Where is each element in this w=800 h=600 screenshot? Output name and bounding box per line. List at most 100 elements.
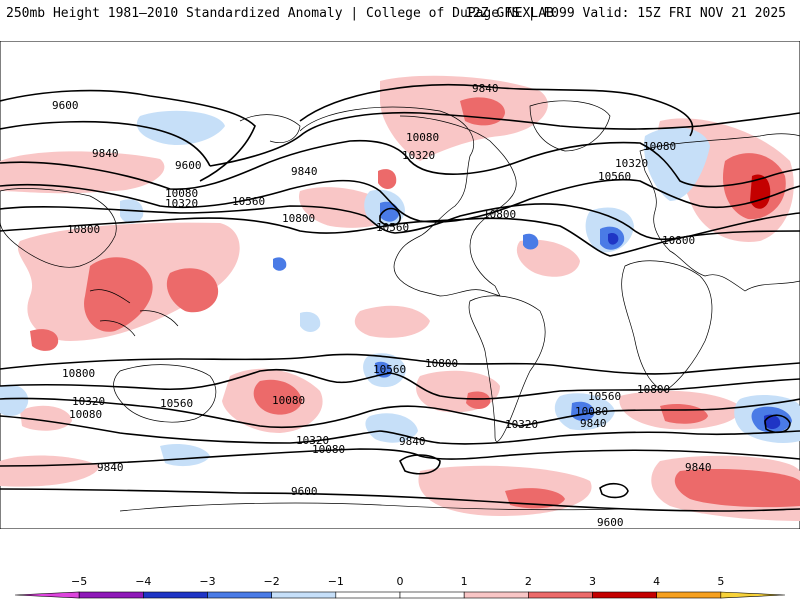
contour-9840-north — [0, 111, 800, 167]
colorbar-tick-label: 0 — [397, 575, 404, 588]
contour-label: 9840 — [291, 165, 318, 178]
contour-closed-low — [379, 207, 401, 227]
contour-label: 10320 — [402, 149, 435, 162]
africa-outline — [621, 260, 713, 392]
antarctica-outline — [119, 502, 621, 512]
contour-label: 9840 — [92, 147, 119, 160]
contour-label: 10800 — [62, 367, 95, 380]
contour-label: 10560 — [376, 221, 409, 234]
positive-anomaly-area — [674, 469, 800, 508]
map-title: 250mb Height 1981–2010 Standardized Anom… — [6, 6, 554, 21]
positive-anomaly-area — [380, 75, 548, 161]
contour-label: 10080 — [406, 131, 439, 144]
colorbar-band — [78, 591, 144, 599]
colorbar-bands — [14, 591, 786, 599]
negative-anomaly-area — [160, 444, 210, 467]
contour-10320-south — [0, 397, 800, 429]
contour-label: 10800 — [425, 357, 458, 370]
colorbar-band — [720, 591, 786, 599]
negative-anomaly-area — [608, 232, 619, 245]
anomaly-shading — [0, 75, 800, 521]
colorbar-tick-label: 2 — [525, 575, 532, 588]
positive-anomaly-area — [0, 151, 165, 194]
contour-10320-north — [0, 178, 800, 223]
contour-label: 10080 — [575, 405, 608, 418]
colorbar-tick-label: 3 — [589, 575, 596, 588]
height-contours — [0, 83, 800, 512]
positive-anomaly-area — [660, 404, 708, 424]
positive-anomaly-area — [354, 305, 430, 338]
negative-anomaly-area — [136, 110, 225, 146]
contour-10560-north — [0, 203, 800, 241]
positive-anomaly-area — [0, 455, 100, 487]
negative-anomaly-area — [300, 311, 321, 332]
contour-label: 10320 — [296, 434, 329, 447]
contour-label: 10560 — [160, 397, 193, 410]
colorbar-tick-label: −3 — [199, 575, 215, 588]
negative-anomaly-area — [523, 233, 539, 250]
contour-label: 9600 — [597, 516, 624, 529]
contour-labels: 9840 9600 9840 9600 10080 10320 10560 10… — [52, 82, 712, 529]
contour-label: 10080 — [272, 394, 305, 407]
colorbar-tick-label: 5 — [717, 575, 724, 588]
contour-label: 10800 — [662, 234, 695, 247]
positive-anomaly-area — [20, 405, 72, 431]
colorbar-band — [528, 591, 593, 599]
contour-label: 9840 — [399, 435, 426, 448]
positive-anomaly-area — [378, 169, 397, 189]
europe-asia-outline — [639, 133, 800, 292]
negative-anomaly-area — [571, 401, 595, 421]
positive-anomaly-area — [84, 257, 153, 332]
australia-outline — [113, 364, 217, 423]
colorbar-band — [14, 591, 80, 599]
positive-anomaly-area — [30, 329, 59, 351]
contour-label: 10320 — [505, 418, 538, 431]
contour-label: 9840 — [97, 461, 124, 474]
south-america-outline — [468, 295, 546, 442]
anomaly-map: 9840 9600 9840 9600 10080 10320 10560 10… — [0, 41, 800, 529]
colorbar-tick-label: 1 — [461, 575, 468, 588]
contour-closed-low-antarctic — [599, 482, 629, 499]
colorbar-band — [335, 591, 401, 599]
contour-10800-south — [0, 353, 800, 375]
colorbar-band — [271, 591, 337, 599]
contour-label: 10800 — [282, 212, 315, 225]
contour-label: 10320 — [72, 395, 105, 408]
colorbar-tick-labels: −5 −4 −3 −2 −1 0 1 2 3 4 5 — [71, 575, 724, 588]
negative-anomaly-area — [120, 199, 144, 224]
colorbar-band — [143, 591, 208, 599]
contour-closed-high — [398, 454, 441, 475]
colorbar-band — [399, 591, 465, 599]
contour-label: 10080 — [69, 408, 102, 421]
colorbar-tick-label: −1 — [328, 575, 344, 588]
colorbar-band — [463, 591, 529, 599]
colorbar-band — [656, 591, 722, 599]
negative-anomaly-area — [0, 384, 29, 416]
colorbar-band — [592, 591, 657, 599]
colorbar-band — [207, 591, 272, 599]
contour-10080-south — [0, 415, 800, 445]
contour-9600-north — [0, 83, 694, 182]
contour-10560-south — [0, 368, 800, 400]
colorbar-tick-label: −5 — [71, 575, 87, 588]
contour-9840-south — [0, 448, 800, 467]
contour-label: 9600 — [52, 99, 79, 112]
greenland-outline — [529, 100, 611, 152]
contour-label: 10080 — [312, 443, 345, 456]
contour-label: 10800 — [637, 383, 670, 396]
contour-label: 9840 — [685, 461, 712, 474]
negative-anomaly-area — [273, 257, 287, 271]
contour-9600-south — [0, 488, 800, 512]
contour-label: 10080 — [643, 140, 676, 153]
contour-label: 10320 — [165, 197, 198, 210]
model-run-info: 12Z GFS | F099 Valid: 15Z FRI NOV 21 202… — [465, 6, 786, 21]
asia-west-outline — [0, 188, 117, 268]
contour-label: 10800 — [483, 208, 516, 221]
alaska-outline — [239, 114, 301, 143]
colorbar-tick-label: −2 — [264, 575, 280, 588]
positive-anomaly-area — [750, 174, 771, 209]
contour-label: 10560 — [373, 363, 406, 376]
contour-10080-north — [0, 139, 800, 190]
contour-label: 9600 — [175, 159, 202, 172]
contour-label: 9840 — [472, 82, 499, 95]
